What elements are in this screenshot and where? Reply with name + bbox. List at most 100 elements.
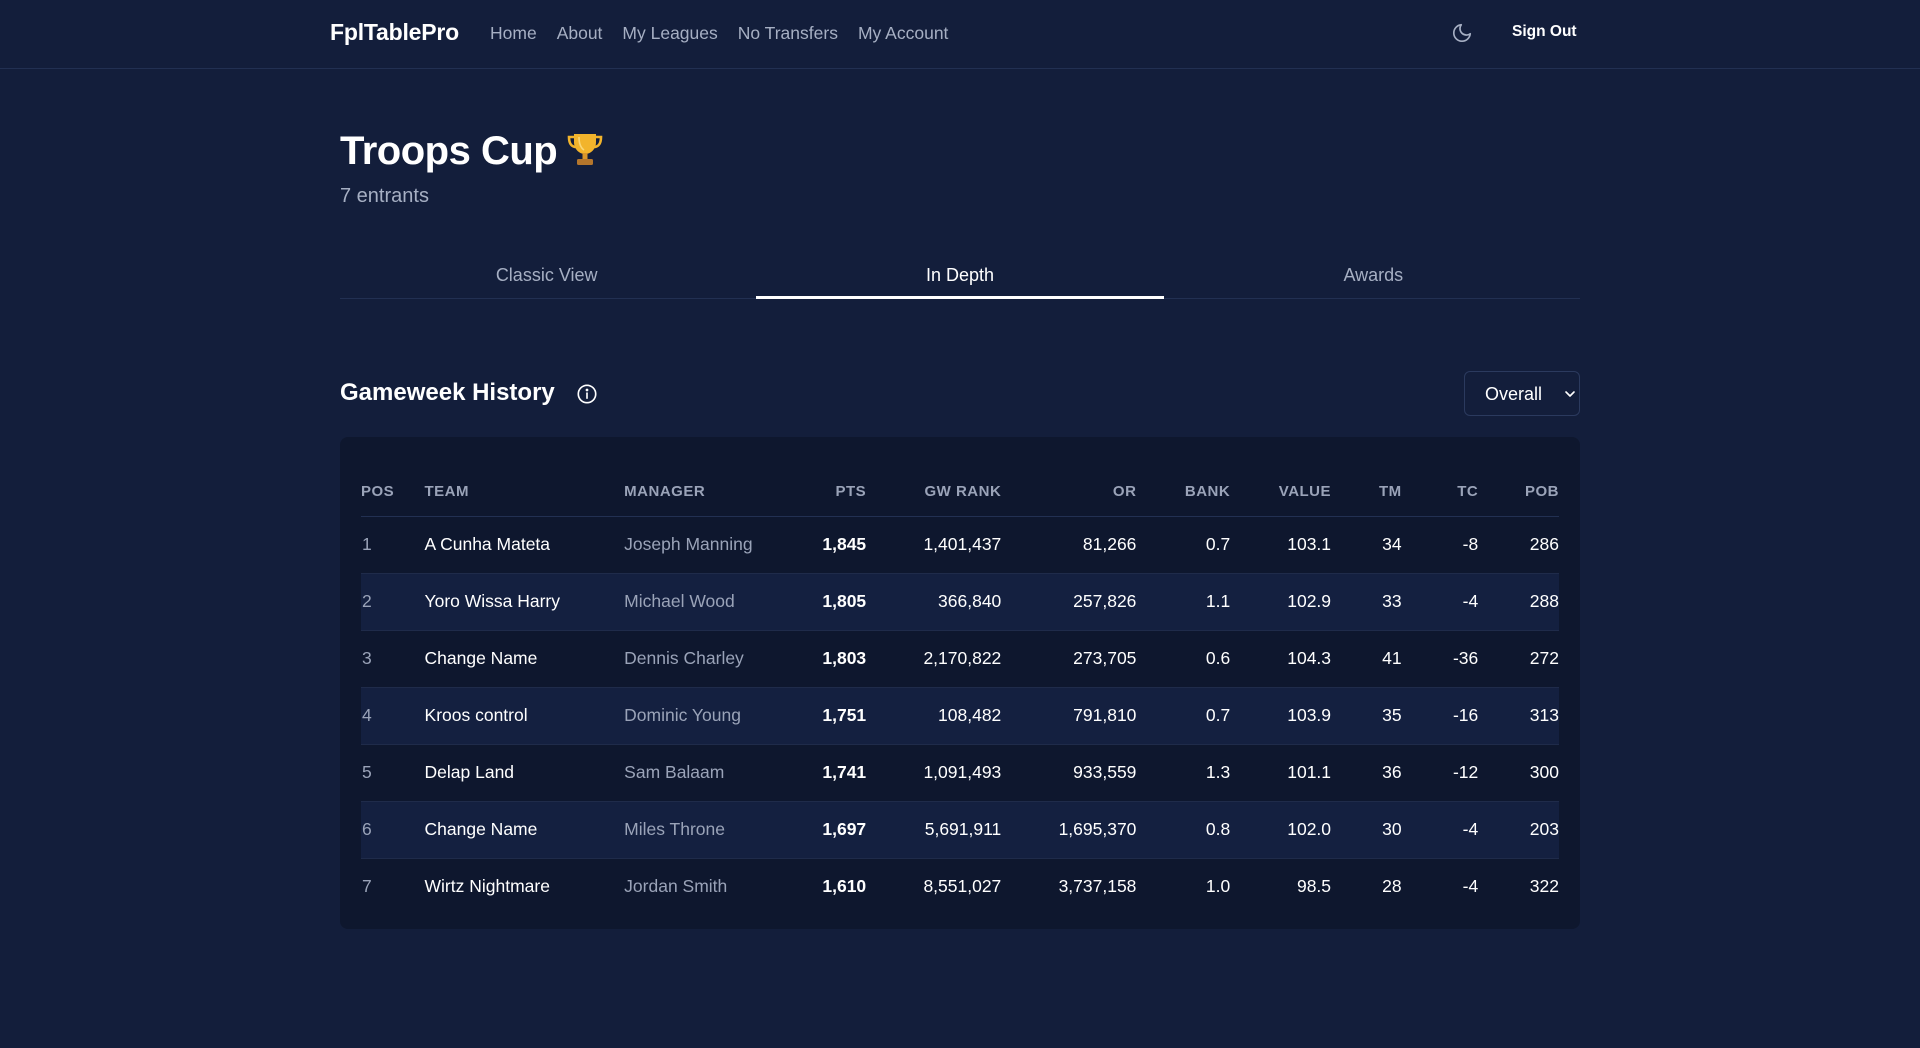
cell-tm: 33 [1331,573,1402,631]
table-row[interactable]: 4 Kroos control Dominic Young 1,751 108,… [361,687,1559,745]
cell-or: 81,266 [1001,516,1137,574]
table-row[interactable]: 1 A Cunha Mateta Joseph Manning 1,845 1,… [361,516,1559,574]
tab-awards[interactable]: Awards [1343,265,1404,285]
col-header-gw-rank[interactable]: GW RANK [866,467,1002,517]
moon-icon[interactable] [1451,22,1473,44]
cell-pob: 288 [1478,573,1559,631]
cell-pob: 203 [1478,801,1559,859]
cell-gw-rank: 1,401,437 [866,516,1002,574]
cell-or: 1,695,370 [1001,801,1137,859]
cell-gw-rank: 1,091,493 [866,744,1002,802]
cell-or: 3,737,158 [1058,876,1137,897]
cell-tc: -4 [1462,876,1479,897]
view-select[interactable]: Overall [1464,371,1580,416]
col-header-value[interactable]: VALUE [1230,467,1332,517]
select-value: Overall [1485,384,1543,404]
cell-pob: 313 [1478,687,1559,745]
tab-in-depth[interactable]: In Depth [753,256,1166,299]
cell-pos: 3 [361,630,425,688]
cell-bank: 1.0 [1205,876,1231,897]
table-row[interactable]: 3 Change Name Dennis Charley 1,803 2,170… [361,630,1559,688]
cell-pos: 5 [361,744,425,802]
cell-tc: -36 [1401,630,1479,688]
cell-team[interactable]: Kroos control [424,687,625,745]
cell-pos: 1 [361,516,425,574]
table-row[interactable]: 2 Yoro Wissa Harry Michael Wood 1,805 36… [361,573,1559,631]
col-header-tc[interactable]: TC [1401,467,1479,517]
cell-value: 103.1 [1230,516,1332,574]
nav-links: Home About My Leagues No Transfers My Ac… [490,23,948,44]
table-header-row: POS TEAM MANAGER PTS GW RANK OR BANK VAL… [361,467,1559,517]
cell-pob: 272 [1478,630,1559,688]
table-row[interactable]: 6 Change Name Miles Throne 1,697 5,691,9… [361,801,1559,859]
trophy-icon [567,134,603,165]
cell-tm: 35 [1331,687,1402,745]
cell-manager: Dennis Charley [624,630,779,688]
cell-team[interactable]: Wirtz Nightmare [424,876,550,897]
cell-or: 273,705 [1001,630,1137,688]
cell-manager: Miles Throne [624,801,779,859]
cell-manager: Sam Balaam [624,744,779,802]
nav-link-my-leagues[interactable]: My Leagues [622,23,718,43]
nav-link-my-account[interactable]: My Account [857,23,949,43]
cell-team[interactable]: Yoro Wissa Harry [424,573,625,631]
chevron-down-icon [1565,391,1575,397]
cell-manager: Michael Wood [624,573,779,631]
nav-link-about[interactable]: About [556,23,603,43]
cell-pos: 6 [361,801,425,859]
cell-pts: 1,741 [778,744,867,802]
table-row[interactable]: 5 Delap Land Sam Balaam 1,741 1,091,493 … [361,744,1559,802]
cell-pts: 1,803 [778,630,867,688]
cell-bank: 1.3 [1136,744,1231,802]
cell-tc: -16 [1401,687,1479,745]
nav-link-no-transfers[interactable]: No Transfers [737,23,838,43]
col-header-tm[interactable]: TM [1331,467,1402,517]
cell-gw-rank: 108,482 [866,687,1002,745]
cell-tm: 36 [1331,744,1402,802]
col-header-pob[interactable]: POB [1478,467,1559,517]
cell-team[interactable]: A Cunha Mateta [424,516,625,574]
sign-out-button[interactable]: Sign Out [1512,23,1577,40]
cell-gw-rank: 366,840 [866,573,1002,631]
cell-gw-rank: 5,691,911 [866,801,1002,859]
league-name: Troops Cup [340,129,558,173]
col-header-pos[interactable]: POS [361,467,425,517]
cell-bank: 0.8 [1136,801,1231,859]
cell-bank: 1.1 [1136,573,1231,631]
cell-bank: 0.7 [1136,687,1231,745]
cell-manager: Dominic Young [624,687,779,745]
entrants-count: 7 entrants [340,185,429,207]
brand-logo[interactable]: FplTablePro [330,19,459,45]
cell-tc: -4 [1401,801,1479,859]
cell-pts: 1,805 [778,573,867,631]
cell-gw-rank: 2,170,822 [866,630,1002,688]
col-header-or[interactable]: OR [1001,467,1137,517]
table-row[interactable]: 7 Wirtz Nightmare Jordan Smith 1,610 8,5… [361,858,1559,915]
cell-gw-rank: 8,551,027 [923,876,1002,897]
cell-manager: Joseph Manning [624,516,779,574]
page-title: Troops Cup [340,128,605,174]
gameweek-history-card: POS TEAM MANAGER PTS GW RANK OR BANK VAL… [340,437,1580,929]
tab-classic-view[interactable]: Classic View [495,265,598,285]
cell-value: 102.0 [1230,801,1332,859]
col-header-manager[interactable]: MANAGER [624,467,779,517]
cell-pts: 1,751 [778,687,867,745]
cell-team[interactable]: Change Name [424,630,625,688]
col-header-team[interactable]: TEAM [424,467,625,517]
gameweek-history-table: POS TEAM MANAGER PTS GW RANK OR BANK VAL… [361,467,1559,915]
cell-or: 257,826 [1001,573,1137,631]
cell-bank: 0.7 [1136,516,1231,574]
info-icon[interactable] [576,383,598,405]
cell-team[interactable]: Change Name [424,801,625,859]
cell-tm: 34 [1331,516,1402,574]
cell-or: 933,559 [1001,744,1137,802]
col-header-bank[interactable]: BANK [1136,467,1231,517]
nav-link-home[interactable]: Home [490,23,537,43]
cell-tc: -8 [1401,516,1479,574]
cell-tm: 41 [1331,630,1402,688]
col-header-pts[interactable]: PTS [778,467,867,517]
cell-tc: -12 [1401,744,1479,802]
cell-pos: 4 [361,687,425,745]
cell-or: 791,810 [1001,687,1137,745]
cell-team[interactable]: Delap Land [424,744,625,802]
